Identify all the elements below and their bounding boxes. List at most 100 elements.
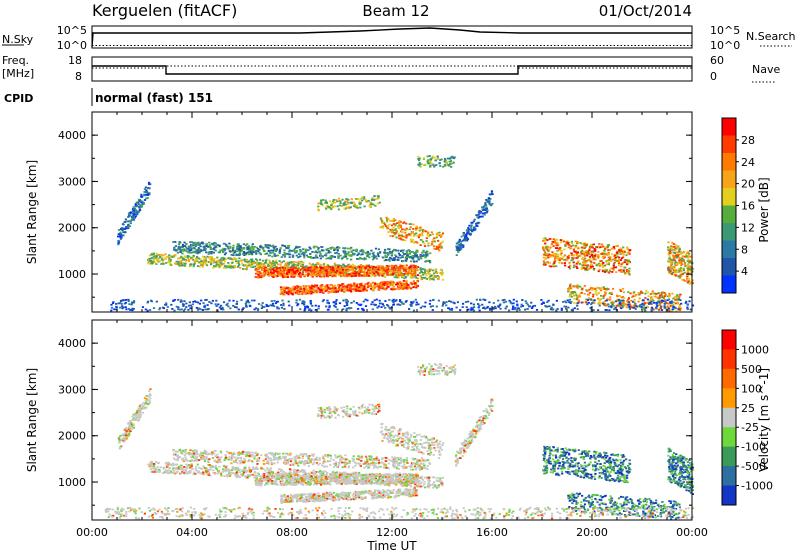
echo-cell xyxy=(424,230,427,233)
echo-cell xyxy=(245,305,248,308)
echo-cell xyxy=(553,260,557,262)
echo-cell xyxy=(387,265,390,268)
echo-cell xyxy=(682,269,685,272)
echo-cell xyxy=(464,301,467,303)
echo-cell xyxy=(572,266,575,269)
echo-cell xyxy=(326,284,329,287)
echo-cell xyxy=(345,301,348,303)
echo-cell xyxy=(266,246,269,249)
echo-cell xyxy=(678,306,681,309)
echo-cell xyxy=(477,306,480,309)
echo-cell xyxy=(572,257,575,260)
echo-cell xyxy=(352,300,355,303)
echo-cell xyxy=(301,293,304,295)
echo-cell xyxy=(341,268,344,271)
echo-cell xyxy=(327,257,330,259)
echo-cell xyxy=(403,221,406,224)
echo-cell xyxy=(292,265,295,267)
echo-cell xyxy=(225,244,228,247)
echo-cell xyxy=(287,268,290,271)
echo-cell xyxy=(425,237,428,240)
echo-cell xyxy=(164,303,167,306)
echo-cell xyxy=(627,291,630,294)
echo-cell xyxy=(663,303,666,305)
echo-cell xyxy=(431,156,434,159)
echo-cell xyxy=(111,302,115,304)
echo-cell xyxy=(325,249,328,251)
echo-cell xyxy=(304,250,307,253)
echo-cell xyxy=(382,283,385,285)
echo-cell xyxy=(298,273,301,275)
echo-cell xyxy=(293,247,297,250)
echo-cell xyxy=(192,256,195,259)
echo-cell xyxy=(313,264,316,267)
echo-cell xyxy=(214,249,217,252)
echo-cell xyxy=(667,241,670,244)
noise-sky-trace xyxy=(91,27,692,48)
echo-cell xyxy=(621,306,624,309)
echo-cell xyxy=(236,248,239,250)
echo-cell xyxy=(268,254,271,257)
echo-cell xyxy=(322,249,325,252)
echo-cell xyxy=(396,281,399,284)
echo-cell xyxy=(127,300,130,302)
echo-cell xyxy=(399,285,402,287)
echo-cell xyxy=(308,268,311,271)
echo-cell xyxy=(649,297,653,299)
echo-cell xyxy=(398,254,402,256)
echo-cell xyxy=(608,249,612,251)
echo-cell xyxy=(461,302,465,305)
echo-cell xyxy=(473,306,476,308)
echo-cell xyxy=(162,254,165,257)
echo-cell xyxy=(431,305,434,307)
echo-cell xyxy=(432,276,435,279)
echo-cell xyxy=(419,228,422,231)
echo-cell xyxy=(407,255,410,258)
echo-cell xyxy=(385,266,388,268)
echo-cell xyxy=(328,271,331,274)
echo-cell xyxy=(311,275,314,278)
echo-cell xyxy=(598,304,601,307)
echo-cell xyxy=(308,308,311,311)
echo-cell xyxy=(580,250,583,253)
echo-cell xyxy=(336,269,339,272)
echo-cell xyxy=(338,266,342,268)
echo-cell xyxy=(475,298,478,301)
echo-cell xyxy=(435,236,438,239)
echo-cell xyxy=(388,260,391,262)
echo-cell xyxy=(389,256,392,259)
echo-cell xyxy=(608,299,611,301)
echo-cell xyxy=(350,272,353,275)
echo-cell xyxy=(305,288,308,291)
echo-cell xyxy=(628,273,631,276)
echo-cell xyxy=(312,256,315,259)
echo-cell xyxy=(596,255,599,258)
echo-cell xyxy=(425,255,428,257)
echo-cell xyxy=(144,308,147,311)
echo-cell xyxy=(180,246,183,248)
echo-cell xyxy=(409,223,412,225)
echo-cell xyxy=(347,268,350,271)
echo-cell xyxy=(382,222,386,224)
echo-cell xyxy=(544,239,547,242)
echo-cell xyxy=(587,253,590,256)
echo-cell xyxy=(427,159,430,161)
echo-cell xyxy=(191,303,194,306)
echo-cell xyxy=(637,300,640,303)
echo-cell xyxy=(185,243,188,246)
echo-cell xyxy=(321,203,324,206)
echo-cell xyxy=(181,303,185,305)
echo-cell xyxy=(235,306,238,308)
echo-cell xyxy=(401,255,404,257)
echo-cell xyxy=(378,273,381,275)
echo-cell xyxy=(183,241,186,244)
echo-cell xyxy=(671,309,674,312)
echo-cell xyxy=(267,265,270,268)
echo-cell xyxy=(610,247,613,250)
echo-cell xyxy=(365,271,368,274)
echo-cell xyxy=(122,306,125,309)
echo-cell xyxy=(667,298,671,301)
echo-cell xyxy=(305,254,308,257)
echo-cell xyxy=(333,201,336,204)
echo-cell xyxy=(313,291,316,294)
